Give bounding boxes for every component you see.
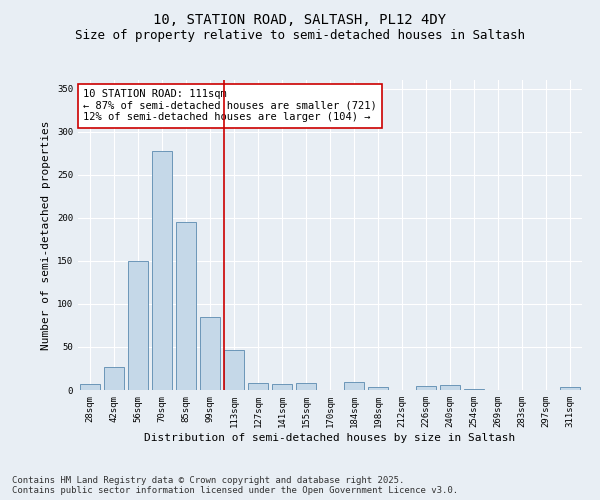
Y-axis label: Number of semi-detached properties: Number of semi-detached properties — [41, 120, 52, 350]
Text: Size of property relative to semi-detached houses in Saltash: Size of property relative to semi-detach… — [75, 29, 525, 42]
Bar — [224, 350, 244, 390]
Bar — [464, 389, 484, 390]
Bar — [440, 385, 460, 390]
Bar — [128, 261, 148, 390]
Bar — [104, 367, 124, 390]
Bar — [344, 382, 364, 390]
Text: 10, STATION ROAD, SALTASH, PL12 4DY: 10, STATION ROAD, SALTASH, PL12 4DY — [154, 12, 446, 26]
Bar — [80, 384, 100, 390]
Bar — [368, 386, 388, 390]
Text: Contains HM Land Registry data © Crown copyright and database right 2025.
Contai: Contains HM Land Registry data © Crown c… — [12, 476, 458, 495]
Bar — [560, 388, 580, 390]
Bar — [416, 386, 436, 390]
Bar — [176, 222, 196, 390]
Text: 10 STATION ROAD: 111sqm
← 87% of semi-detached houses are smaller (721)
12% of s: 10 STATION ROAD: 111sqm ← 87% of semi-de… — [83, 90, 377, 122]
X-axis label: Distribution of semi-detached houses by size in Saltash: Distribution of semi-detached houses by … — [145, 432, 515, 442]
Bar — [272, 384, 292, 390]
Bar — [248, 383, 268, 390]
Bar — [152, 150, 172, 390]
Bar — [296, 383, 316, 390]
Bar — [200, 317, 220, 390]
